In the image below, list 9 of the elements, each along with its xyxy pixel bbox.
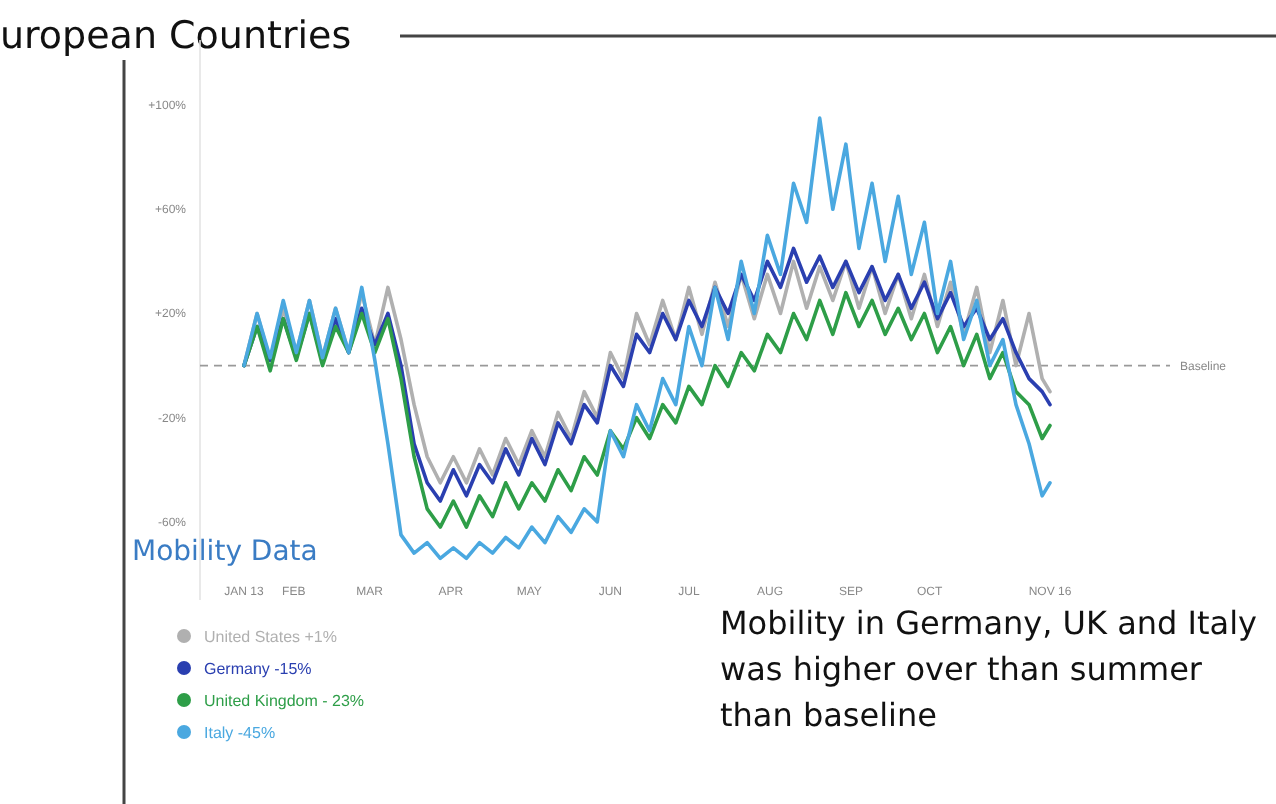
- legend-label: United States +1%: [204, 628, 337, 646]
- legend-label: Italy -45%: [204, 724, 276, 742]
- annotation: Mobility Data: [132, 536, 318, 568]
- legend-label: Germany -15%: [204, 660, 312, 678]
- text: Mobility in Germany, UK and Italy was higher over than summer than baseline: [720, 602, 1259, 738]
- chart-title: uropean Countries: [0, 14, 352, 58]
- line-series: [242, 290, 1052, 529]
- legend-label: United Kingdom - 23%: [204, 692, 365, 710]
- line-series: [242, 116, 1052, 561]
